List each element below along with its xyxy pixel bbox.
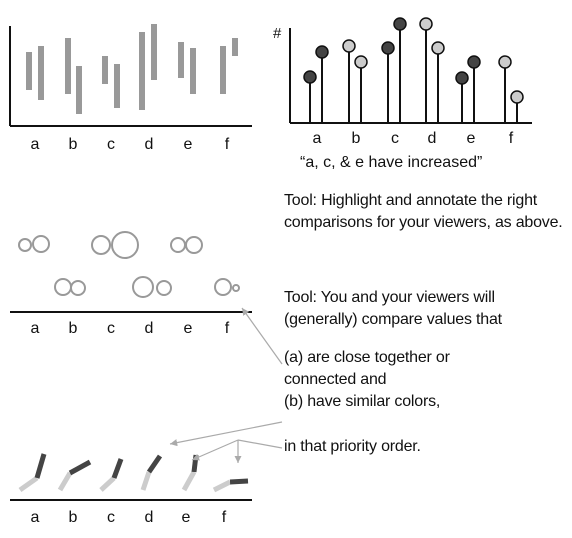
tick-label: c (391, 130, 399, 147)
tick-label: a (31, 136, 40, 153)
pointer-arrow (191, 439, 239, 461)
bar-e-right (190, 48, 196, 94)
bar-f-left (220, 46, 226, 94)
tick-label: a (31, 509, 40, 526)
tool-highlight: Tool: Highlight and annotate the right c… (284, 190, 566, 234)
circle (185, 236, 203, 254)
tool-text: Highlight and annotate the right compari… (284, 192, 563, 231)
circle (32, 235, 50, 253)
tool-compare: Tool: You and your viewers will (general… (284, 287, 544, 331)
segment-light (181, 470, 197, 492)
tick-label: a (313, 130, 322, 147)
tool-label: Tool: (284, 289, 317, 306)
tool-label: Tool: (284, 192, 317, 209)
dot-b-after (354, 55, 368, 69)
tick-label: f (225, 320, 230, 337)
segment-light (140, 471, 152, 491)
dot-d-after (431, 41, 445, 55)
circle (18, 238, 32, 252)
point-a: (a) are close together or connected and (284, 349, 450, 388)
segment-dark (34, 453, 47, 479)
tick-label: c (107, 509, 115, 526)
dot-e-before (455, 71, 469, 85)
bar-f-right (232, 38, 238, 56)
tick-label: e (184, 320, 193, 337)
bar-b-left (65, 38, 71, 94)
tool-text: You and your viewers will (generally) co… (284, 289, 502, 328)
circle (54, 278, 72, 296)
bar-c-left (102, 56, 108, 84)
dot-c-before (381, 41, 395, 55)
circle (170, 237, 186, 253)
panel-slopes-axis: a b c d e f (10, 499, 252, 526)
tick-label: c (107, 136, 115, 153)
bar-b-right (76, 66, 82, 114)
panel-circles (18, 231, 240, 298)
point-b: (b) have similar colors, (284, 393, 441, 410)
segment-dark (229, 478, 249, 485)
bar-d-right (151, 24, 157, 80)
dot-d-before (419, 17, 433, 31)
dot-c-after (393, 17, 407, 31)
tick-label: f (225, 136, 230, 153)
dot-f-before (498, 55, 512, 69)
segment-dark (146, 454, 163, 474)
panel-slopes (18, 453, 249, 493)
circle (156, 280, 172, 296)
tick-label: f (509, 130, 514, 147)
panel-circles-axis: a b c d e f (10, 311, 252, 337)
tick-label: d (428, 130, 437, 147)
bar-e-left (178, 42, 184, 78)
tick-label: f (222, 509, 227, 526)
segment-dark (191, 454, 199, 473)
dot-e-after (467, 55, 481, 69)
dot-a-before (303, 70, 317, 84)
circle (232, 284, 240, 292)
y-axis-label: # (273, 25, 282, 42)
bar-a-left (26, 52, 32, 90)
circle (111, 231, 139, 259)
bar-c-right (114, 64, 120, 108)
circle (214, 278, 232, 296)
pointer-line (237, 439, 283, 449)
panel-range-bars: a b c d e f (9, 24, 252, 153)
conclusion: in that priority order. (284, 438, 421, 455)
pointer-lines (169, 307, 283, 463)
annotation-caption: “a, c, & e have increased” (300, 154, 483, 171)
pointer-arrow (241, 307, 283, 365)
dot-b-before (342, 39, 356, 53)
tick-label: b (69, 509, 78, 526)
circle (132, 276, 154, 298)
dot-f-after (510, 90, 524, 104)
segment-dark (111, 458, 124, 479)
tick-label: b (69, 136, 78, 153)
tick-label: c (107, 320, 115, 337)
bar-a-right (38, 46, 44, 100)
circle (91, 235, 111, 255)
tick-label: d (145, 509, 154, 526)
bar-d-left (139, 32, 145, 110)
segment-light (212, 479, 232, 493)
dot-a-after (315, 45, 329, 59)
tick-label: a (31, 320, 40, 337)
tick-label: e (184, 136, 193, 153)
panel-lollipops: # (273, 17, 532, 147)
segment-light (18, 475, 39, 493)
pointer-arrow (169, 421, 283, 447)
segment-light (99, 476, 116, 492)
tick-label: b (352, 130, 361, 147)
segment-light (57, 471, 73, 492)
tick-label: d (145, 136, 154, 153)
segment-dark (68, 459, 92, 476)
tick-label: b (69, 320, 78, 337)
circle (70, 280, 86, 296)
tick-label: e (182, 509, 191, 526)
tick-label: e (467, 130, 476, 147)
tick-label: d (145, 320, 154, 337)
